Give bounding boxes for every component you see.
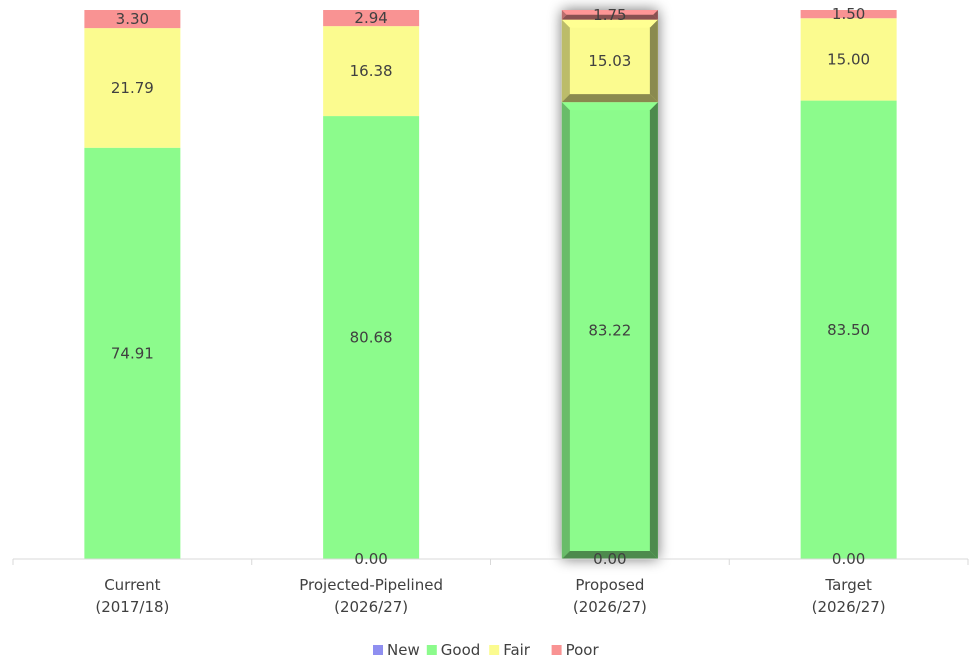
legend-item-good: Good <box>426 641 481 659</box>
data-label-fair: 15.00 <box>827 50 870 68</box>
x-tick-label: (2017/18) <box>95 598 169 616</box>
legend-swatch <box>426 645 437 655</box>
legend-swatch <box>551 645 562 655</box>
bevel-bottom <box>561 551 658 559</box>
x-tick-label: Proposed <box>575 576 644 594</box>
data-label-good: 83.50 <box>827 321 870 339</box>
bevel-left <box>561 19 570 103</box>
bar-segment-fair <box>800 18 897 101</box>
x-tick-label: (2026/27) <box>812 598 886 616</box>
bar-segment-good <box>561 102 658 560</box>
bevel-top <box>561 10 658 15</box>
bar-segment-fair <box>561 19 658 103</box>
bevel-bottom <box>561 94 658 103</box>
bar-segment-poor <box>800 10 897 19</box>
data-labels-layer: 74.91 21.79 3.30 0.00 80.68 16.38 2.94 0.00 83.2… <box>111 5 870 568</box>
bar-stack-2 <box>561 10 658 560</box>
bevel-left <box>561 102 570 560</box>
bevel-top <box>561 19 658 28</box>
data-label-fair: 21.79 <box>111 79 154 97</box>
bar-stack-0 <box>84 10 181 560</box>
legend-item-poor: Poor <box>551 641 600 659</box>
x-tick-label: (2026/27) <box>573 598 647 616</box>
bevel-top <box>561 102 658 111</box>
legend-label: Fair <box>503 641 531 659</box>
legend-label: Good <box>441 641 481 659</box>
x-axis-labels: Current (2017/18) Projected-Pipelined (2026… <box>95 576 885 616</box>
bar-segment-poor <box>84 10 181 29</box>
data-label-fair: 16.38 <box>350 62 393 80</box>
legend-label: New <box>387 641 420 659</box>
legend-swatch <box>489 645 500 655</box>
data-label-poor: 1.50 <box>832 5 865 23</box>
data-label-poor: 3.30 <box>116 10 149 28</box>
bar-segment-good <box>323 116 420 559</box>
data-label-poor: 1.75 <box>593 6 626 24</box>
data-label-good: 74.91 <box>111 344 154 362</box>
data-label-new: 0.00 <box>354 550 387 568</box>
data-label-good: 80.68 <box>350 329 393 347</box>
bevel-right <box>653 10 658 20</box>
bevel-right <box>649 102 658 560</box>
legend-label: Poor <box>566 641 600 659</box>
data-label-new: 0.00 <box>593 550 626 568</box>
bar-segment-poor <box>323 10 420 27</box>
data-label-fair: 15.03 <box>588 52 631 70</box>
bar-segment-good <box>84 147 181 560</box>
data-label-good: 83.22 <box>588 322 631 340</box>
bar-segment-good <box>800 100 897 560</box>
legend-item-new: New <box>373 641 420 659</box>
x-tick-label: Projected-Pipelined <box>299 576 443 594</box>
x-axis-ticks <box>12 559 969 565</box>
legend: New Good Fair Poor <box>373 641 599 659</box>
x-tick-label: Current <box>104 576 160 594</box>
bar-segment-fair <box>323 26 420 117</box>
bevel-left <box>561 10 567 20</box>
legend-item-fair: Fair <box>489 641 531 659</box>
legend-swatch <box>373 645 383 655</box>
bar-stack-3 <box>800 10 897 560</box>
data-label-new: 0.00 <box>832 550 865 568</box>
bar-segment-fair <box>84 28 181 148</box>
bevel-bottom <box>561 14 658 20</box>
bar-stack-1 <box>323 10 420 559</box>
x-tick-label: (2026/27) <box>334 598 408 616</box>
data-label-poor: 2.94 <box>354 9 387 27</box>
bars-layer <box>84 10 897 560</box>
x-tick-label: Target <box>824 576 872 594</box>
bevel-right <box>649 19 658 103</box>
